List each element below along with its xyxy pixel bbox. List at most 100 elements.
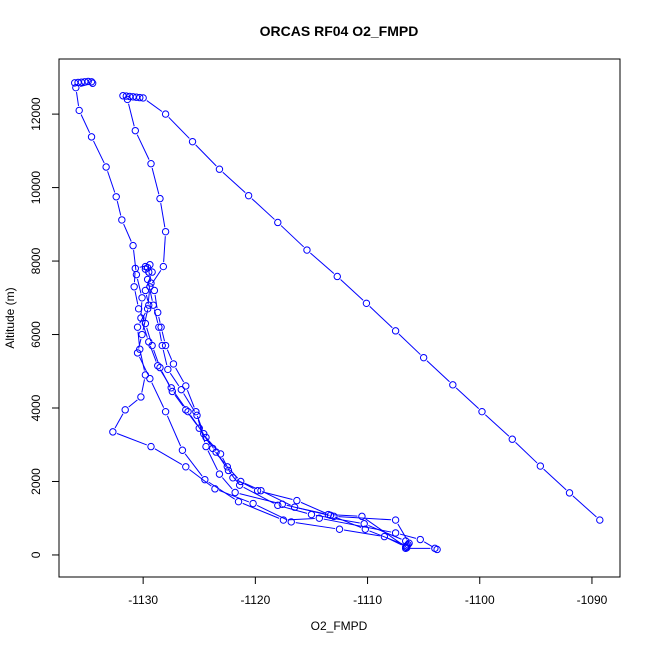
series-segment	[116, 201, 122, 216]
data-point	[287, 518, 295, 526]
series-segment	[484, 414, 510, 437]
y-tick-label: 8000	[29, 247, 43, 274]
data-point	[72, 83, 80, 92]
data-point	[335, 525, 344, 533]
series-segment	[141, 322, 148, 338]
data-point	[362, 299, 371, 308]
series-segment	[128, 399, 138, 408]
data-point	[138, 294, 146, 302]
data-point	[148, 341, 156, 350]
series-segment	[369, 306, 393, 329]
series-segment	[154, 448, 183, 465]
data-point	[121, 406, 129, 414]
series-segment	[365, 518, 404, 546]
series-segment	[343, 529, 381, 537]
series-segment	[186, 389, 195, 408]
data-point	[215, 165, 224, 173]
data-point	[234, 497, 243, 506]
data-point	[274, 218, 282, 227]
y-tick-label: 2000	[29, 468, 43, 495]
data-point	[508, 435, 516, 443]
data-point	[149, 301, 157, 309]
series-segment	[195, 144, 217, 167]
data-point	[118, 216, 126, 224]
data-point	[102, 163, 110, 171]
data-point	[209, 444, 217, 453]
data-point	[401, 543, 410, 551]
series-segment	[123, 223, 132, 242]
data-point	[156, 363, 164, 372]
series-segment	[201, 431, 211, 445]
data-point	[167, 384, 175, 392]
series-segment	[215, 451, 225, 464]
data-point	[380, 532, 389, 541]
data-point	[131, 264, 139, 273]
data-point	[333, 272, 341, 281]
data-point	[257, 486, 265, 495]
data-point	[145, 301, 153, 309]
data-point	[200, 430, 208, 438]
data-point	[178, 446, 187, 454]
series-segment	[161, 371, 171, 388]
series-segment	[136, 278, 142, 294]
data-point	[201, 475, 209, 484]
data-point	[195, 424, 203, 432]
data-point	[202, 433, 210, 442]
data-point	[315, 514, 324, 522]
series-segment	[388, 538, 402, 546]
data-point	[147, 160, 155, 168]
data-point	[223, 463, 232, 471]
data-point	[279, 516, 288, 524]
data-point	[136, 345, 144, 353]
series-segment	[300, 501, 327, 514]
series-segment	[287, 517, 315, 521]
data-point	[182, 463, 190, 471]
data-point	[134, 305, 143, 313]
data-point	[161, 407, 170, 416]
series-segment	[315, 514, 360, 524]
series-segment	[134, 291, 139, 305]
series-segment	[397, 523, 408, 540]
data-point	[147, 279, 155, 287]
series-layer	[71, 77, 604, 554]
data-point	[150, 286, 159, 295]
series-segment	[221, 477, 233, 490]
series-segment	[140, 353, 145, 371]
series-segment	[159, 331, 162, 342]
series-segment	[189, 469, 212, 487]
data-point	[88, 79, 97, 87]
series-segment	[158, 316, 161, 323]
series-segment	[146, 100, 163, 112]
data-point	[137, 393, 145, 401]
series-segment	[455, 387, 480, 410]
data-point	[361, 525, 370, 533]
x-tick-label: -1120	[240, 593, 270, 607]
x-axis-label: O2_FMPD	[311, 619, 368, 633]
series-segment	[166, 415, 182, 447]
y-tick-label: 0	[29, 551, 43, 558]
series-segment	[107, 171, 116, 193]
x-tick-label: -1130	[128, 593, 158, 607]
data-point	[161, 110, 170, 118]
series-segment	[80, 114, 91, 134]
series-segment	[244, 482, 258, 490]
data-point	[419, 353, 428, 362]
series-segment	[205, 437, 214, 449]
data-point	[141, 371, 150, 379]
data-point	[391, 327, 400, 335]
data-point	[168, 387, 177, 396]
data-point	[360, 520, 368, 528]
data-point	[133, 349, 142, 357]
series-segment	[116, 433, 147, 446]
series-segment	[148, 283, 153, 301]
series-segment	[423, 541, 434, 548]
series-segment	[340, 279, 364, 301]
series-segment	[261, 491, 293, 500]
data-point	[249, 499, 257, 508]
series-segment	[236, 479, 254, 490]
data-point	[244, 191, 253, 200]
data-point	[158, 341, 166, 350]
series-segment	[184, 453, 203, 477]
data-point	[216, 450, 225, 458]
